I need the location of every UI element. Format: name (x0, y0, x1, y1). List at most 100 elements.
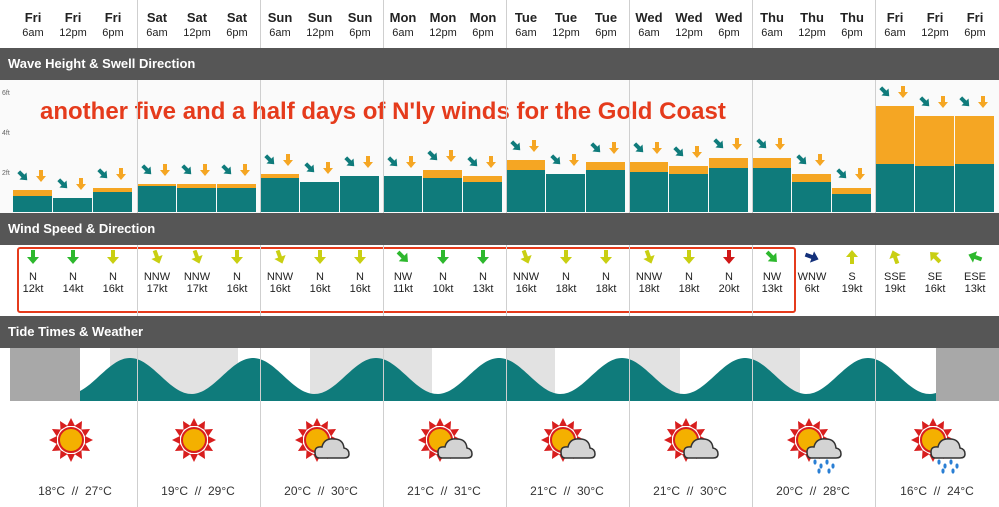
wind-direction: N (562, 271, 570, 283)
wind-speed: 13kt (964, 283, 986, 295)
time-slot: Wed 12pm (669, 10, 709, 40)
wind-arrow-icon (396, 250, 408, 262)
slot-day: Tue (594, 10, 618, 25)
swell-direction-arrow (387, 156, 398, 167)
swell-bar (260, 178, 299, 212)
wind-speed: 16kt (349, 283, 371, 295)
wind-slot: N 20kt (709, 250, 749, 295)
swell-direction-arrow (898, 86, 908, 98)
wave-bar (915, 116, 954, 166)
time-slot: Tue 6am (506, 10, 546, 40)
day-separator (260, 80, 261, 213)
wind-direction: NNW (635, 271, 663, 283)
wind-slot: NNW 16kt (506, 249, 546, 295)
wind-arrow-icon (274, 249, 286, 264)
wave-bar (260, 174, 299, 178)
wave-bar (177, 184, 216, 188)
wind-arrow-icon (889, 250, 901, 265)
wind-direction: NNW (512, 271, 540, 283)
wind-speed: 13kt (761, 283, 783, 295)
time-slot: Thu 6pm (832, 10, 872, 40)
slot-day: Thu (760, 10, 784, 25)
wind-direction: N (439, 271, 447, 283)
wind-direction: N (233, 271, 241, 283)
temperature-range: 19°C // 29°C (161, 484, 235, 498)
wind-direction: N (69, 271, 77, 283)
time-slot: Mon 12pm (423, 10, 463, 40)
slot-day: Fri (966, 10, 984, 25)
wind-slot: WNW 6kt (792, 250, 832, 295)
wind-direction: NW (393, 271, 413, 283)
swell-bar (792, 182, 831, 212)
wind-direction: ESE (963, 271, 986, 283)
swell-direction-arrow (879, 86, 890, 97)
wind-speed: 16kt (269, 283, 291, 295)
time-slot: Wed 6pm (709, 10, 749, 40)
swell-bar (586, 170, 625, 212)
swell-direction-arrow (17, 170, 28, 181)
wind-speed: 16kt (226, 283, 248, 295)
wind-slot: N 10kt (423, 250, 463, 295)
sun-cloud-icon (291, 414, 351, 474)
slot-day: Sat (146, 10, 168, 25)
slot-time: 12pm (675, 27, 703, 39)
wind-speed: 18kt (638, 283, 660, 295)
scale-label-4ft: 4ft (2, 130, 10, 137)
time-slot: Fri 6pm (955, 10, 995, 40)
swell-bar (709, 168, 748, 212)
slot-time: 6pm (349, 27, 371, 39)
time-slot: Wed 6am (629, 10, 669, 40)
sun-icon (168, 414, 228, 474)
day-separator (137, 0, 138, 48)
swell-direction-arrow (97, 168, 108, 179)
slot-time: 6am (761, 27, 783, 39)
sun-icon (45, 414, 105, 474)
wind-slot: N 16kt (217, 250, 257, 295)
wind-slot: N 12kt (13, 250, 53, 295)
wind-speed: 16kt (102, 283, 124, 295)
wave-bar (423, 170, 462, 178)
swell-bar (955, 164, 994, 212)
slot-time: 6am (22, 27, 44, 39)
wind-speed: 18kt (678, 283, 700, 295)
swell-direction-arrow (304, 162, 315, 173)
scale-label-2ft: 2ft (2, 170, 10, 177)
wind-arrow-icon (643, 249, 655, 264)
slot-time: 12pm (59, 27, 87, 39)
wind-direction: N (29, 271, 37, 283)
wave-bar (752, 158, 791, 168)
day-separator (875, 0, 876, 48)
wind-slot: NNW 18kt (629, 249, 669, 295)
swell-direction-arrow (959, 96, 970, 107)
swell-direction-arrow (363, 156, 373, 168)
swell-direction-arrow (323, 162, 333, 174)
wind-direction: SSE (883, 271, 906, 283)
day-separator (383, 245, 384, 316)
tide-section-header: Tide Times & Weather (0, 316, 999, 348)
swell-direction-arrow (57, 178, 68, 189)
wind-arrow-icon (765, 250, 777, 262)
day-separator (875, 80, 876, 213)
swell-direction-arrow (529, 140, 539, 152)
wind-arrow-icon (107, 250, 119, 264)
swell-bar (423, 178, 462, 212)
wind-slot: NNW 17kt (137, 249, 177, 295)
swell-direction-arrow (141, 164, 152, 175)
wind-speed: 17kt (186, 283, 208, 295)
day-separator (260, 348, 261, 507)
day-separator (506, 348, 507, 507)
wind-speed: 20kt (718, 283, 740, 295)
slot-time: 12pm (183, 27, 211, 39)
wave-bar (669, 166, 708, 174)
wind-speed: 18kt (555, 283, 577, 295)
sun-cloud-icon (414, 414, 474, 474)
time-slot: Mon 6am (383, 10, 423, 40)
swell-direction-arrow (510, 140, 521, 151)
temperature-range: 20°C // 28°C (776, 484, 850, 498)
wind-arrow-icon (804, 251, 819, 263)
wave-chart (13, 86, 994, 212)
time-slot: Fri 12pm (53, 10, 93, 40)
slot-time: 12pm (798, 27, 826, 39)
swell-bar (383, 176, 422, 212)
time-slot: Tue 12pm (546, 10, 586, 40)
